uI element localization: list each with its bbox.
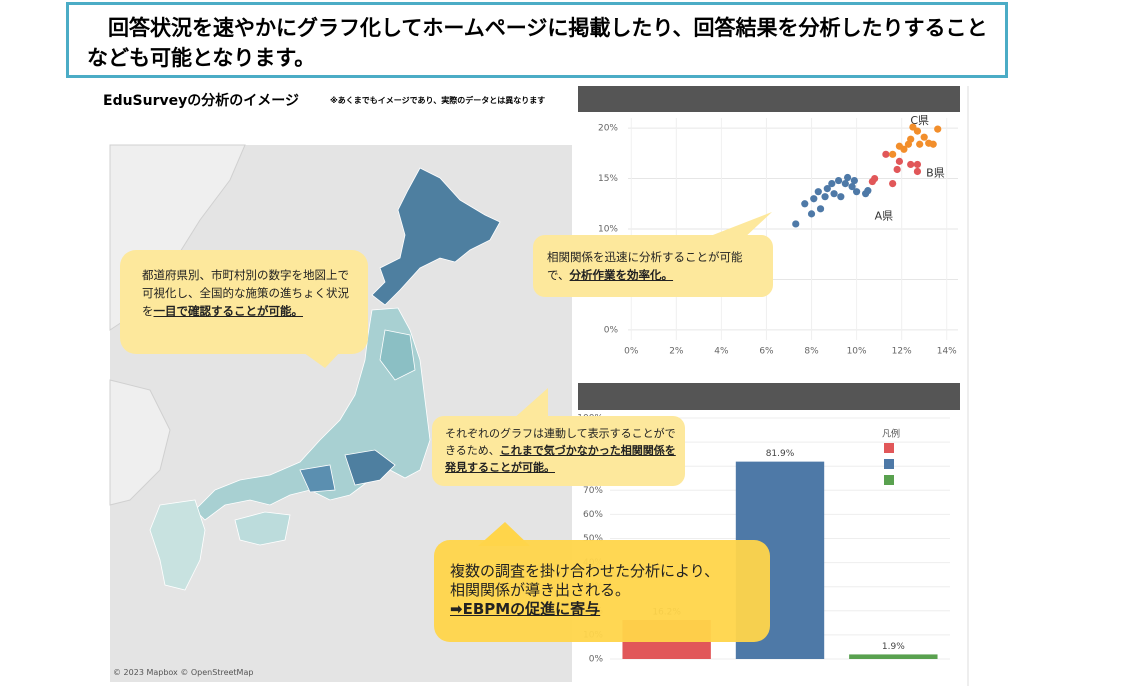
point — [916, 140, 924, 148]
callout-tail — [300, 350, 342, 368]
callout-box — [120, 250, 368, 354]
point — [823, 185, 831, 193]
point — [828, 179, 836, 188]
series-label: A県 — [875, 210, 894, 223]
point — [895, 157, 904, 165]
map-region — [379, 329, 416, 381]
y-tick-label: 0% — [589, 655, 604, 665]
note: ※あくまでもイメージであり、実際のデータとは異なります — [330, 96, 546, 105]
map-credit: © 2023 Mapbox © OpenStreetMap — [113, 668, 254, 677]
x-tick-label: 8% — [804, 347, 819, 357]
y-tick-label: 20% — [598, 124, 618, 134]
point — [848, 183, 856, 191]
point — [837, 193, 845, 201]
legend-swatch — [884, 443, 894, 453]
value-label: 81.9% — [766, 449, 795, 459]
value-label: 1.9% — [882, 642, 905, 652]
point — [920, 133, 928, 141]
map-shikoku — [234, 511, 291, 546]
callout-tail — [512, 388, 548, 420]
point — [850, 176, 858, 185]
point — [871, 174, 879, 183]
callout-emphasis: これまで気づかなかった相関関係を発見することが可能。 — [445, 444, 676, 474]
callout-box — [533, 235, 773, 297]
panel-header — [578, 86, 960, 112]
y-tick-label: 15% — [598, 174, 618, 184]
map-region — [344, 449, 396, 486]
point — [843, 173, 852, 182]
point — [853, 188, 861, 196]
y-tick-label: 10% — [598, 225, 618, 235]
callout-emphasis: 分析作業を効率化。 — [569, 268, 674, 282]
callout-tail — [700, 212, 772, 240]
map-hokkaido — [371, 167, 501, 306]
callout-text: それぞれのグラフは連動して表示することができるため、 — [445, 427, 676, 457]
point — [907, 135, 915, 143]
x-tick-label: 12% — [892, 347, 912, 357]
x-tick-label: 6% — [759, 347, 774, 357]
point — [830, 190, 838, 198]
header-text: 回答状況を速やかにグラフ化してホームページに掲載したり、回答結果を分析したりする… — [87, 16, 988, 70]
callout: 相関関係を迅速に分析することが可能で、分析作業を効率化。 — [547, 248, 762, 284]
y-tick-label: 70% — [583, 486, 603, 496]
point — [841, 179, 849, 188]
legend-swatch — [884, 475, 894, 485]
callout: それぞれのグラフは連動して表示することができるため、これまで気づかなかった相関関… — [445, 425, 677, 476]
point — [889, 150, 897, 158]
panel-header — [578, 383, 960, 410]
x-tick-label: 2% — [669, 347, 684, 357]
point — [913, 127, 922, 135]
x-tick-label: 4% — [714, 347, 729, 357]
point — [807, 210, 816, 218]
callout-text: 複数の調査を掛け合わせた分析により、 — [450, 562, 720, 580]
series-label: C県 — [910, 114, 929, 127]
legend-swatch — [884, 459, 894, 469]
point — [893, 165, 901, 174]
callout-box — [434, 540, 770, 642]
callout-emphasis: ➡EBPMの促進に寄与 — [450, 600, 601, 618]
callout: 都道府県別、市町村別の数字を地図上で可視化し、全国的な施策の進ちょく状況を一目で… — [142, 266, 354, 320]
point — [801, 200, 809, 208]
subtitle: EduSurveyの分析のイメージ — [103, 93, 299, 109]
callout-box — [432, 416, 685, 486]
series-label: B県 — [926, 166, 945, 179]
point — [929, 140, 937, 148]
point — [810, 195, 818, 203]
point — [814, 188, 822, 196]
point — [834, 176, 843, 185]
y-tick-label: 60% — [583, 510, 603, 520]
point — [864, 187, 872, 195]
point — [821, 193, 829, 201]
bar — [849, 654, 938, 659]
point — [913, 160, 922, 169]
point — [934, 125, 942, 133]
y-tick-label: 50% — [583, 534, 603, 544]
x-tick-label: 0% — [624, 347, 639, 357]
header-box: 回答状況を速やかにグラフ化してホームページに掲載したり、回答結果を分析したりする… — [66, 2, 1008, 78]
point — [900, 145, 908, 153]
map-region — [299, 464, 336, 493]
callout-text: 相関関係が導き出される。 — [450, 581, 631, 599]
x-tick-label: 10% — [847, 347, 867, 357]
point — [882, 150, 890, 158]
point — [816, 205, 825, 213]
point — [889, 179, 897, 188]
x-tick-label: 14% — [937, 347, 957, 357]
point — [907, 160, 915, 169]
legend-title: 凡例 — [882, 428, 900, 440]
callout-emphasis: 一目で確認することが可能。 — [153, 304, 304, 318]
y-tick-label: 0% — [604, 325, 619, 335]
callout-text: 相関関係を迅速に分析することが可能で、 — [547, 250, 743, 282]
callout-shapes — [120, 212, 773, 642]
point — [792, 220, 800, 228]
point — [913, 167, 922, 176]
callout: 複数の調査を掛け合わせた分析により、 相関関係が導き出される。 ➡EBPMの促進… — [450, 562, 760, 619]
map-land — [109, 379, 171, 506]
callout-text: 都道府県別、市町村別の数字を地図上で可視化し、全国的な施策の進ちょく状況を — [142, 268, 349, 318]
map-kyushu — [149, 499, 206, 591]
